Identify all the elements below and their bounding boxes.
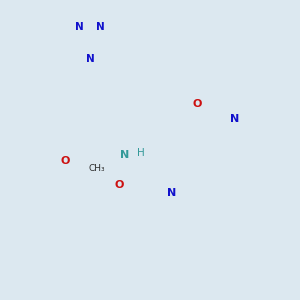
Text: N: N (96, 22, 105, 32)
Text: H: H (137, 148, 145, 158)
Text: O: O (192, 99, 202, 109)
Text: N: N (230, 114, 240, 124)
Text: N: N (85, 54, 94, 64)
Text: N: N (75, 22, 84, 32)
Text: O: O (115, 180, 124, 190)
Text: O: O (61, 156, 70, 166)
Text: N: N (167, 188, 176, 198)
Text: CH₃: CH₃ (89, 164, 105, 173)
Text: N: N (120, 150, 129, 160)
